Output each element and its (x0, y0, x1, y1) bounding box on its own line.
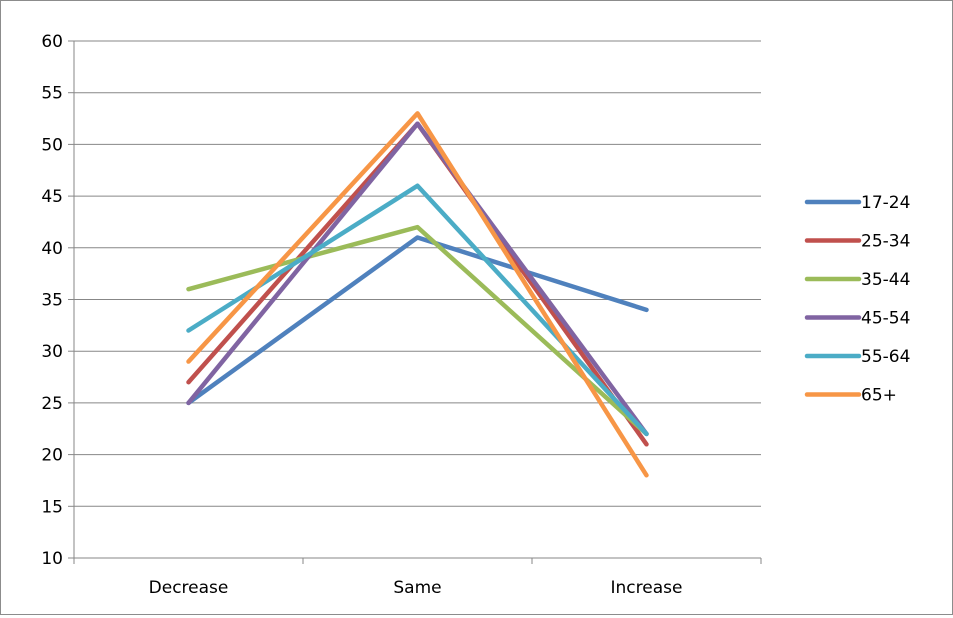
y-tick-label: 10 (41, 549, 63, 569)
y-tick-labels: 10 15 20 25 30 35 40 45 50 55 60 (41, 32, 63, 569)
x-tick-label: Same (393, 578, 441, 598)
y-tick-label: 30 (41, 342, 63, 362)
y-tick-label: 15 (41, 497, 63, 517)
legend-label: 45-54 (861, 309, 910, 329)
series-line-65+ (186, 111, 649, 478)
series-line-55-64 (186, 183, 649, 437)
legend-label: 55-64 (861, 347, 910, 367)
series-line-17-24 (186, 235, 649, 406)
x-tick-label: Decrease (149, 578, 229, 598)
legend: 17-24 25-34 35-44 45-54 55-64 65+ (804, 193, 910, 406)
x-tick-label: Increase (611, 578, 683, 598)
y-tick-label: 50 (41, 135, 63, 155)
x-tick-labels: Decrease Same Increase (149, 578, 683, 598)
legend-label: 35-44 (861, 270, 910, 290)
y-tick-label: 45 (41, 187, 63, 207)
y-tick-label: 55 (41, 84, 63, 104)
legend-label: 65+ (861, 386, 897, 406)
legend-label: 17-24 (861, 193, 910, 213)
y-tick-label: 60 (41, 32, 63, 52)
y-tick-label: 20 (41, 446, 63, 466)
series-lines (186, 111, 649, 478)
series-line-35-44 (186, 224, 649, 437)
series-line-45-54 (186, 121, 649, 437)
legend-label: 25-34 (861, 232, 910, 252)
axes (68, 40, 762, 564)
y-tick-label: 40 (41, 239, 63, 259)
y-tick-label: 35 (41, 291, 63, 311)
y-tick-label: 25 (41, 394, 63, 414)
gridlines (74, 40, 761, 507)
